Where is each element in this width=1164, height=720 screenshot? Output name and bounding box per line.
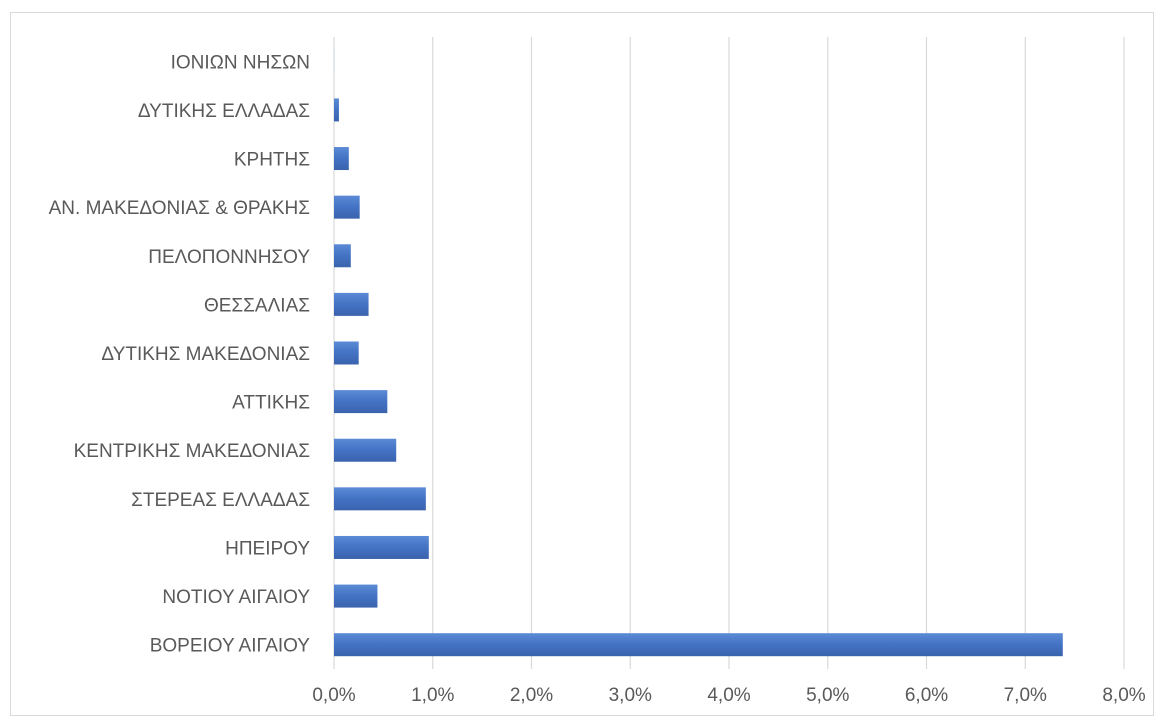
category-label: ΘΕΣΣΑΛΙΑΣ	[204, 295, 310, 316]
x-tick-label: 5,0%	[806, 685, 849, 706]
bar-8	[334, 438, 397, 462]
category-label: ΠΕΛΟΠΟΝΝΗΣΟΥ	[148, 247, 310, 268]
bar-3	[334, 195, 360, 219]
grid-lines	[333, 37, 1125, 669]
x-tick-labels: 0,0% 1,0% 2,0% 3,0% 4,0% 5,0% 6,0% 7,0% 8,0%	[312, 685, 1145, 706]
category-label: ΔΥΤΙΚΗΣ ΜΑΚΕΔΟΝΙΑΣ	[101, 344, 310, 365]
x-tick-label: 4,0%	[707, 685, 750, 706]
category-label: ΔΥΤΙΚΗΣ ΕΛΛΑΔΑΣ	[138, 101, 310, 122]
bar-9	[334, 487, 426, 511]
category-label: ΚΡΗΤΗΣ	[234, 150, 310, 171]
category-label: ΣΤΕΡΕΑΣ ΕΛΛΑΔΑΣ	[131, 490, 310, 511]
x-tick-label: 0,0%	[312, 685, 355, 706]
bar-1	[334, 98, 339, 122]
bar-12	[334, 633, 1063, 657]
x-tick-label: 3,0%	[609, 685, 652, 706]
bar-6	[334, 341, 359, 365]
bar-2	[334, 147, 349, 171]
bar-0	[334, 49, 335, 73]
bar-10	[334, 535, 429, 559]
category-labels: ΙΟΝΙΩΝ ΝΗΣΩΝ ΔΥΤΙΚΗΣ ΕΛΛΑΔΑΣ ΚΡΗΤΗΣ ΑΝ. ΜΑΚ…	[49, 52, 311, 656]
bar-5	[334, 292, 369, 316]
category-label: ΚΕΝΤΡΙΚΗΣ ΜΑΚΕΔΟΝΙΑΣ	[74, 441, 310, 462]
bars	[334, 49, 1063, 657]
x-tick-label: 8,0%	[1102, 685, 1145, 706]
x-tick-label: 6,0%	[905, 685, 948, 706]
bar-7	[334, 390, 388, 414]
category-label: ΙΟΝΙΩΝ ΝΗΣΩΝ	[171, 52, 310, 73]
x-tick-label: 2,0%	[510, 685, 553, 706]
bar-4	[334, 244, 351, 268]
category-label: ΒΟΡΕΙΟΥ ΑΙΓΑΙΟΥ	[150, 636, 311, 657]
x-tick-label: 1,0%	[411, 685, 454, 706]
category-label: ΗΠΕΙΡΟΥ	[225, 538, 310, 559]
category-label: ΝΟΤΙΟΥ ΑΙΓΑΙΟΥ	[162, 587, 310, 608]
chart-frame: ΙΟΝΙΩΝ ΝΗΣΩΝ ΔΥΤΙΚΗΣ ΕΛΛΑΔΑΣ ΚΡΗΤΗΣ ΑΝ. ΜΑΚ…	[10, 12, 1154, 716]
category-label: ΑΝ. ΜΑΚΕΔΟΝΙΑΣ & ΘΡΑΚΗΣ	[49, 198, 310, 219]
category-label: ΑΤΤΙΚΗΣ	[232, 393, 310, 414]
bar-chart: ΙΟΝΙΩΝ ΝΗΣΩΝ ΔΥΤΙΚΗΣ ΕΛΛΑΔΑΣ ΚΡΗΤΗΣ ΑΝ. ΜΑΚ…	[49, 37, 1146, 706]
bar-11	[334, 584, 378, 608]
x-tick-label: 7,0%	[1004, 685, 1047, 706]
